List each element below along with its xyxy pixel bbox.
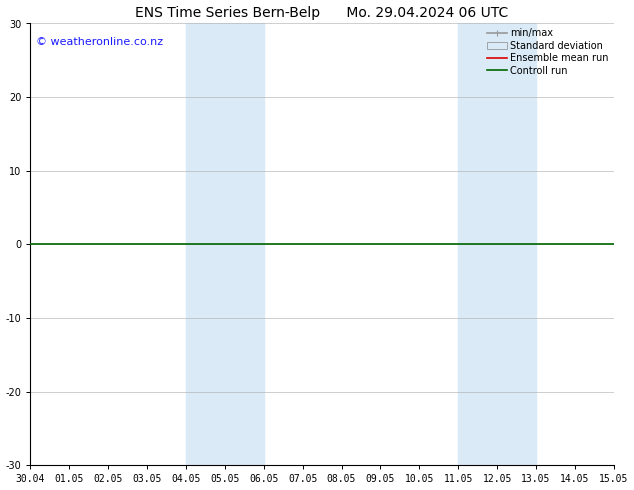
Text: © weatheronline.co.nz: © weatheronline.co.nz [36, 37, 164, 47]
Bar [186, 24, 264, 465]
Legend: min/max, Standard deviation, Ensemble mean run, Controll run: min/max, Standard deviation, Ensemble me… [485, 26, 611, 77]
Bar [458, 24, 536, 465]
Title: ENS Time Series Bern-Belp      Mo. 29.04.2024 06 UTC: ENS Time Series Bern-Belp Mo. 29.04.2024… [136, 5, 508, 20]
